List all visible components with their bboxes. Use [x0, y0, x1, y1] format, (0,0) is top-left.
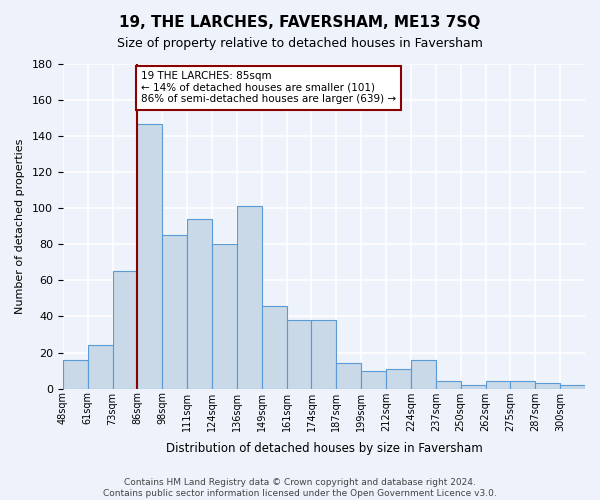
- X-axis label: Distribution of detached houses by size in Faversham: Distribution of detached houses by size …: [166, 442, 482, 455]
- Bar: [560, 385, 585, 388]
- Y-axis label: Number of detached properties: Number of detached properties: [15, 138, 25, 314]
- Bar: [436, 382, 461, 388]
- Bar: [361, 370, 386, 388]
- Bar: [386, 369, 411, 388]
- Bar: [485, 382, 511, 388]
- Bar: [287, 320, 311, 388]
- Bar: [88, 346, 113, 389]
- Bar: [212, 244, 237, 388]
- Bar: [311, 320, 337, 388]
- Bar: [461, 385, 485, 388]
- Bar: [411, 360, 436, 388]
- Bar: [63, 360, 88, 388]
- Text: Size of property relative to detached houses in Faversham: Size of property relative to detached ho…: [117, 38, 483, 51]
- Bar: [337, 364, 361, 388]
- Bar: [162, 236, 187, 388]
- Bar: [262, 306, 287, 388]
- Text: Contains HM Land Registry data © Crown copyright and database right 2024.
Contai: Contains HM Land Registry data © Crown c…: [103, 478, 497, 498]
- Bar: [535, 383, 560, 388]
- Text: 19 THE LARCHES: 85sqm
← 14% of detached houses are smaller (101)
86% of semi-det: 19 THE LARCHES: 85sqm ← 14% of detached …: [141, 71, 396, 104]
- Bar: [113, 272, 137, 388]
- Text: 19, THE LARCHES, FAVERSHAM, ME13 7SQ: 19, THE LARCHES, FAVERSHAM, ME13 7SQ: [119, 15, 481, 30]
- Bar: [187, 219, 212, 388]
- Bar: [511, 382, 535, 388]
- Bar: [237, 206, 262, 388]
- Bar: [137, 124, 162, 388]
